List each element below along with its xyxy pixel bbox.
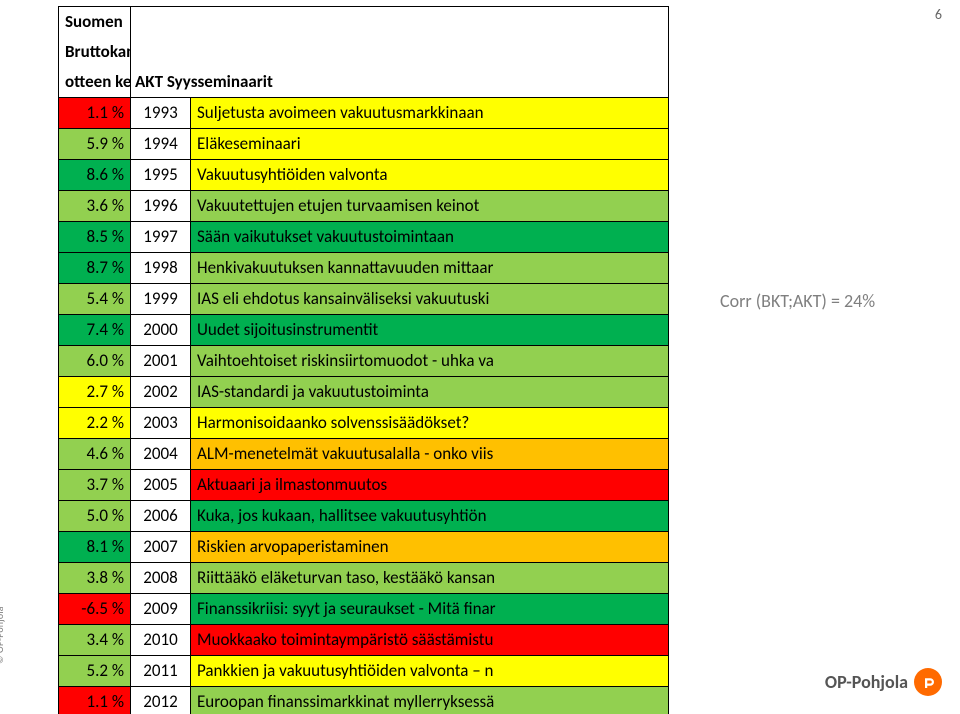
table-row: 7.4 %2000Uudet sijoitusinstrumentit [59,315,669,346]
topic-cell: Riskien arvopaperistaminen [191,532,669,563]
pct-cell: 8.6 % [59,160,131,191]
topic-cell: Henkivakuutuksen kannattavuuden mittaar [191,253,669,284]
table-row: 3.8 %2008Riittääkö eläketurvan taso, kes… [59,563,669,594]
seminar-table: Suomen Bruttokansantu otteen kehitys AKT… [58,6,669,714]
topic-cell: Finanssikriisi: syyt ja seuraukset - Mit… [191,594,669,625]
topic-cell: Harmonisoidaanko solvenssisäädökset? [191,408,669,439]
pct-cell: 3.4 % [59,625,131,656]
year-cell: 2000 [131,315,191,346]
year-cell: 1998 [131,253,191,284]
pct-cell: 4.6 % [59,439,131,470]
year-cell: 1994 [131,129,191,160]
year-cell: 2004 [131,439,191,470]
topic-cell: ALM-menetelmät vakuutusalalla - onko vii… [191,439,669,470]
year-cell: 2006 [131,501,191,532]
table-row: 8.5 %1997Sään vaikutukset vakuutustoimin… [59,222,669,253]
header-left-line3: otteen kehitys [59,67,131,98]
year-cell: 2003 [131,408,191,439]
table-row: 2.2 %2003Harmonisoidaanko solvenssisäädö… [59,408,669,439]
year-cell: 2011 [131,656,191,687]
pct-cell: 5.2 % [59,656,131,687]
topic-cell: Vaihtoehtoiset riskinsiirtomuodot - uhka… [191,346,669,377]
topic-cell: Suljetusta avoimeen vakuutusmarkkinaan [191,98,669,129]
year-cell: 2005 [131,470,191,501]
table-row: 3.7 %2005Aktuaari ja ilmastonmuutos [59,470,669,501]
table-row: 2.7 %2002IAS-standardi ja vakuutustoimin… [59,377,669,408]
pct-cell: 8.5 % [59,222,131,253]
pct-cell: 5.9 % [59,129,131,160]
topic-cell: Muokkaako toimintaympäristö säästämistu [191,625,669,656]
table-row: 5.4 %1999IAS eli ehdotus kansainväliseks… [59,284,669,315]
topic-cell: Sään vaikutukset vakuutustoimintaan [191,222,669,253]
table-row: 1.1 %2012Euroopan finanssimarkkinat myll… [59,687,669,714]
header-left-line2: Bruttokansantu [59,37,131,67]
table-row: 5.9 %1994Eläkeseminaari [59,129,669,160]
year-cell: 1996 [131,191,191,222]
pct-cell: 7.4 % [59,315,131,346]
topic-cell: Vakuutusyhtiöiden valvonta [191,160,669,191]
pct-cell: 1.1 % [59,687,131,714]
pct-cell: 1.1 % [59,98,131,129]
topic-cell: Aktuaari ja ilmastonmuutos [191,470,669,501]
brand-logo-text: OP-Pohjola [825,671,908,693]
table-row: -6.5 %2009Finanssikriisi: syyt ja seurau… [59,594,669,625]
pct-cell: 3.8 % [59,563,131,594]
year-cell: 2012 [131,687,191,714]
header-left-line1: Suomen [59,7,131,38]
brand-logo: OP-Pohjola [825,668,942,696]
page-number: 6 [935,6,942,23]
pct-cell: 3.6 % [59,191,131,222]
table-header-row: Bruttokansantu [59,37,669,67]
pct-cell: -6.5 % [59,594,131,625]
year-cell: 1997 [131,222,191,253]
table-header-row: otteen kehitys AKT Syysseminaarit [59,67,669,98]
correlation-note: Corr (BKT;AKT) = 24% [720,290,875,312]
table-row: 6.0 %2001Vaihtoehtoiset riskinsiirtomuod… [59,346,669,377]
topic-cell: Uudet sijoitusinstrumentit [191,315,669,346]
pct-cell: 2.2 % [59,408,131,439]
year-cell: 2001 [131,346,191,377]
pct-cell: 8.1 % [59,532,131,563]
topic-cell: Pankkien ja vakuutusyhtiöiden valvonta –… [191,656,669,687]
table-row: 8.7 %1998Henkivakuutuksen kannattavuuden… [59,253,669,284]
year-cell: 2008 [131,563,191,594]
topic-cell: Vakuutettujen etujen turvaamisen keinot [191,191,669,222]
year-cell: 2009 [131,594,191,625]
table-row: 8.6 %1995Vakuutusyhtiöiden valvonta [59,160,669,191]
brand-logo-icon [914,668,942,696]
pct-cell: 5.0 % [59,501,131,532]
pct-cell: 6.0 % [59,346,131,377]
header-right-title: AKT Syysseminaarit [131,67,669,98]
year-cell: 1999 [131,284,191,315]
table-row: 4.6 %2004ALM-menetelmät vakuutusalalla -… [59,439,669,470]
year-cell: 2002 [131,377,191,408]
topic-cell: IAS-standardi ja vakuutustoiminta [191,377,669,408]
pct-cell: 5.4 % [59,284,131,315]
pct-cell: 2.7 % [59,377,131,408]
table-row: 5.0 %2006Kuka, jos kukaan, hallitsee vak… [59,501,669,532]
year-cell: 1995 [131,160,191,191]
year-cell: 2010 [131,625,191,656]
pct-cell: 3.7 % [59,470,131,501]
table-row: 1.1 %1993Suljetusta avoimeen vakuutusmar… [59,98,669,129]
year-cell: 2007 [131,532,191,563]
topic-cell: Kuka, jos kukaan, hallitsee vakuutusyhti… [191,501,669,532]
copyright-label: © OP-Pohjola [0,606,6,664]
table-row: 3.4 %2010Muokkaako toimintaympäristö sää… [59,625,669,656]
topic-cell: Euroopan finanssimarkkinat myllerryksess… [191,687,669,714]
table-row: 8.1 %2007Riskien arvopaperistaminen [59,532,669,563]
table-header-row: Suomen [59,7,669,38]
table-row: 3.6 %1996Vakuutettujen etujen turvaamise… [59,191,669,222]
topic-cell: IAS eli ehdotus kansainväliseksi vakuutu… [191,284,669,315]
topic-cell: Riittääkö eläketurvan taso, kestääkö kan… [191,563,669,594]
table-row: 5.2 %2011Pankkien ja vakuutusyhtiöiden v… [59,656,669,687]
slide: 6 Corr (BKT;AKT) = 24% © OP-Pohjola OP-P… [0,0,960,714]
year-cell: 1993 [131,98,191,129]
topic-cell: Eläkeseminaari [191,129,669,160]
pct-cell: 8.7 % [59,253,131,284]
